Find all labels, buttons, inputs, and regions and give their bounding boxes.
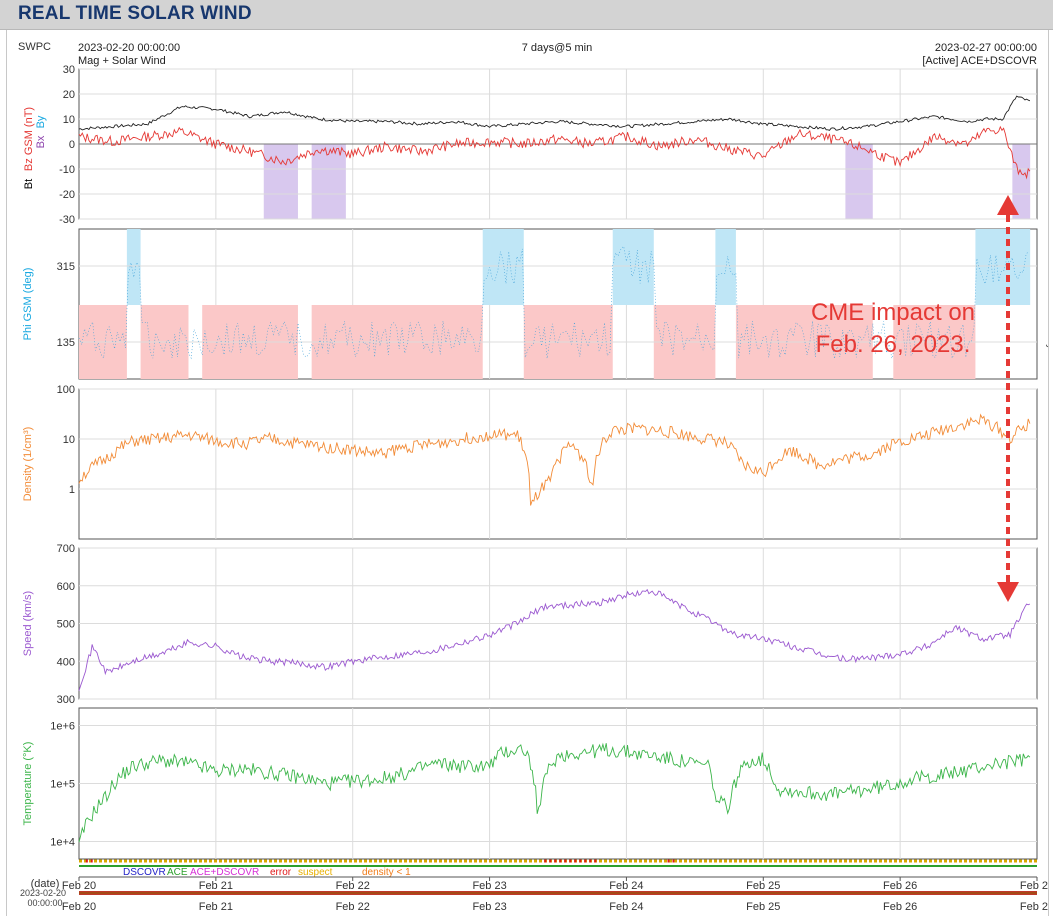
overview-tick-label: Feb 24: [609, 901, 643, 913]
overview-tick-label: Feb 20: [62, 901, 96, 913]
density-ytick: 1: [69, 484, 75, 496]
bt-series: [78, 95, 1031, 131]
legend-item: error: [270, 867, 292, 878]
toward-sector: [126, 229, 141, 305]
speed-ytick: 600: [57, 581, 75, 593]
date-axis-label: (date): [31, 878, 60, 890]
cme-arrow-up-head: [997, 195, 1019, 215]
active-source-label: [Active] ACE+DSCOVR: [922, 55, 1037, 67]
speed-ytick: 300: [57, 694, 75, 706]
density-ytick: 10: [63, 434, 75, 446]
southward-shading: [1012, 144, 1031, 219]
mag-ytick: -30: [59, 214, 75, 226]
legend-item: suspect: [298, 867, 333, 878]
mag-ytick: 10: [63, 114, 75, 126]
x-tick-label: Feb 26: [883, 880, 917, 892]
speed-ytick: 500: [57, 619, 75, 631]
bt-ylabel: Bt: [23, 179, 35, 189]
overview-tick-label: Feb 26: [883, 901, 917, 913]
legend-item: DSCOVR: [123, 867, 166, 878]
toward-sector: [975, 229, 1031, 305]
mag-ytick: 20: [63, 89, 75, 101]
density-ytick: 100: [57, 384, 75, 396]
towards-side-label: Tow ards -: [1045, 248, 1048, 294]
end-time-label: 2023-02-27 00:00:00: [935, 42, 1037, 54]
temperature-ytick: 1e+5: [50, 779, 75, 791]
bz-series: [78, 125, 1031, 180]
page-title: REAL TIME SOLAR WIND: [18, 3, 252, 24]
speed-ytick: 700: [57, 543, 75, 555]
legend-item: density < 1: [362, 867, 411, 878]
mag-ytick: 30: [63, 64, 75, 76]
overview-tick-label: Feb 23: [472, 901, 506, 913]
bottom-axis-group: DSCOVR ACE ACE+DSCOVR error suspect density <…: [20, 859, 1053, 913]
southward-shading: [311, 144, 346, 219]
overview-tick-label: Feb 21: [199, 901, 233, 913]
mag-ytick: -20: [59, 189, 75, 201]
x-tick-label: Feb 25: [746, 880, 780, 892]
temperature-ytick: 1e+6: [50, 720, 75, 732]
page-header: REAL TIME SOLAR WIND: [0, 0, 1053, 30]
toward-sector: [482, 229, 524, 305]
timeline-start-time: 00:00:00: [27, 898, 62, 908]
by-ylabel: By: [35, 115, 47, 128]
bx-ylabel: Bx: [35, 135, 47, 148]
phi-ytick: 315: [57, 261, 75, 273]
speed-series: [78, 588, 1031, 691]
phi-series: [78, 245, 1030, 360]
density-panel-frame: [78, 388, 1038, 540]
density-series: [78, 413, 1031, 506]
toward-sector: [612, 229, 654, 305]
temperature-ytick: 1e+4: [50, 837, 75, 849]
chart-frame: SWPC 2023-02-20 00:00:00 Mag + Solar Win…: [6, 30, 1053, 916]
overview-tick-label: Feb 22: [336, 901, 370, 913]
legend-item: ACE+DSCOVR: [190, 867, 259, 878]
legend-item: ACE: [167, 867, 188, 878]
temperature-ylabel: Temperature (°K): [22, 742, 34, 826]
southward-shading: [263, 144, 298, 219]
mag-ytick: -10: [59, 164, 75, 176]
away-side-label: Aw ay +: [1045, 322, 1048, 358]
span-label: 7 days@5 min: [522, 42, 592, 54]
subtitle-label: Mag + Solar Wind: [78, 55, 166, 67]
solar-wind-chart: SWPC 2023-02-20 00:00:00 Mag + Solar Win…: [18, 41, 1053, 913]
x-tick-label: Feb 23: [472, 880, 506, 892]
cme-annotation: CME impact on Feb. 26, 2023.: [811, 195, 1019, 602]
southward-shading: [845, 144, 873, 219]
cme-annotation-line1: CME impact on: [811, 299, 975, 326]
overview-tick-label: Feb 27: [1020, 901, 1048, 913]
overview-tick-label: Feb 25: [746, 901, 780, 913]
timeline-start-date: 2023-02-20: [20, 888, 66, 898]
toward-sector: [715, 229, 736, 305]
phi-ytick: 135: [57, 337, 75, 349]
x-tick-label: Feb 21: [199, 880, 233, 892]
cme-annotation-line2: Feb. 26, 2023.: [816, 331, 971, 358]
x-tick-label: Feb 20: [62, 880, 96, 892]
phi-ylabel: Phi GSM (deg): [22, 268, 34, 341]
x-tick-label: Feb 27: [1020, 880, 1048, 892]
x-tick-label: Feb 22: [336, 880, 370, 892]
cme-arrow-down-head: [997, 582, 1019, 602]
x-tick-label: Feb 24: [609, 880, 643, 892]
speed-ytick: 400: [57, 656, 75, 668]
start-time-label: 2023-02-20 00:00:00: [78, 42, 180, 54]
speed-ylabel: Speed (km/s): [22, 591, 34, 656]
mag-ytick: 0: [69, 139, 75, 151]
temperature-series: [78, 742, 1031, 843]
bz-ylabel: Bz GSM (nT): [23, 107, 35, 171]
source-label: SWPC: [18, 41, 51, 53]
density-ylabel: Density (1/cm³): [22, 427, 34, 502]
